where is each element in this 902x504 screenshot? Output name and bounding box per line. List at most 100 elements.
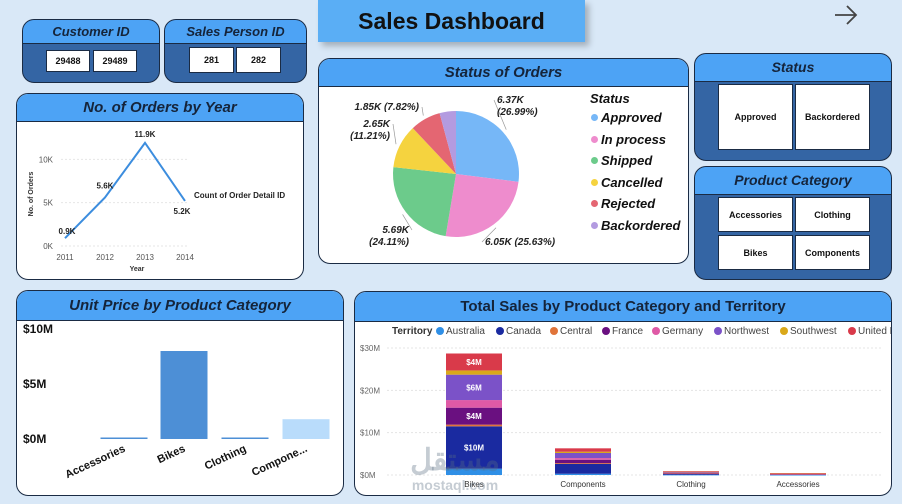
data-label: 5.6K [97,181,114,190]
legend-marker [436,327,444,335]
orders-by-year-title: No. of Orders by Year [17,94,303,122]
stacked-bar-segment [446,353,502,371]
pie-data-label: 5.69K [382,225,409,236]
territory-legend-label: Central [560,326,593,337]
legend-marker [591,200,598,207]
stacked-bar-segment [770,473,826,475]
territory-legend-item[interactable]: Southwest [780,326,837,337]
orders-by-year-chart: 0K 5K 10K 2011 2012 2013 2014 No. of Orders Year… [28,130,285,273]
sales-person-id-option[interactable]: 282 [236,47,281,73]
stacked-bar-segment [555,463,611,474]
stacked-bar-segment [663,471,719,473]
series-label: Count of Order Detail ID [194,191,285,200]
x-tick-label: Accessories [63,443,127,481]
stacked-bar-segment [446,374,502,401]
unit-price-chart: $10M $5M $0M Accessories Bikes Clothing Compo… [23,322,330,481]
y-tick-label: $10M [360,429,380,438]
category-option-accessories[interactable]: Accessories [718,197,793,232]
legend-label[interactable]: Cancelled [601,174,663,190]
status-of-orders-title: Status of Orders [319,59,688,87]
sales-person-id-title: Sales Person ID [165,20,306,44]
territory-legend: Territory Australia Canada Central France Ge… [355,322,891,344]
territory-legend-title: Territory [392,326,433,337]
x-tick-label: 2013 [136,253,154,262]
y-tick-label: $0M [23,432,46,446]
legend-label[interactable]: Approved [601,110,662,125]
x-axis-title: Year [130,266,145,273]
territory-legend-label: United Kingdom [858,326,891,337]
x-tick-label: Accessories [776,480,819,489]
pie-data-label: (26.99%) [497,107,538,118]
data-label: $6M [466,383,482,392]
territory-legend-label: Germany [662,326,704,337]
territory-legend-item[interactable]: France [602,326,643,337]
legend-marker [848,327,856,335]
territory-legend-item[interactable]: Canada [496,326,541,337]
stacked-bar-segment [446,426,502,469]
stacked-bar-segment [663,473,719,474]
stacked-bar-segment [770,473,826,474]
territory-legend-label: Canada [506,326,542,337]
stacked-bar-segment [663,471,719,473]
category-option-clothing[interactable]: Clothing [795,197,870,232]
x-tick-label: Clothing [203,443,249,473]
customer-id-slicer: Customer ID 29488 29489 [22,19,160,83]
legend-marker [714,327,722,335]
legend-marker [591,135,598,143]
leader-line [392,123,397,145]
pie-data-label: 6.05K (25.63%) [485,237,556,248]
bar [282,419,330,439]
total-sales-title: Total Sales by Product Category and Terr… [355,292,891,322]
y-tick-label: 5K [43,199,53,208]
pie-data-label: 2.65K [362,119,390,130]
pie-data-label: (24.11%) [369,237,410,248]
territory-legend-item[interactable]: Australia [436,326,485,337]
y-tick-label: $20M [360,386,380,395]
pie-slice [445,174,519,237]
territory-legend-item[interactable]: Central [550,326,592,337]
territory-legend-item[interactable]: United Kingdom [848,326,891,337]
customer-id-option[interactable]: 29488 [46,50,90,72]
product-category-slicer: Product Category Accessories Clothing Bi… [694,166,892,280]
stacked-bar-segment [555,448,611,452]
stacked-bar-segment [446,407,502,425]
page-title: Sales Dashboard [318,0,585,42]
territory-legend-label: Southwest [790,326,837,337]
data-label: $4M [466,412,482,421]
legend-label[interactable]: Rejected [601,196,656,211]
pie-slice [393,167,456,237]
pie-slice [393,128,456,174]
data-label: $4M [466,358,482,367]
x-tick-label: Bikes [156,443,188,466]
legend-label[interactable]: Backordered [601,217,681,233]
status-slicer-title: Status [695,54,891,82]
next-page-arrow-icon[interactable] [832,2,860,28]
legend-marker [591,114,598,121]
stacked-bar-segment [555,473,611,475]
legend-marker [780,327,788,335]
bar [100,437,148,439]
bar [221,437,269,439]
status-option-approved[interactable]: Approved [718,84,793,150]
pie-data-label: 1.85K (7.82%) [355,102,420,113]
pie-slice [412,113,456,174]
x-tick-label: 2012 [96,253,114,262]
territory-legend-item[interactable]: Northwest [714,326,769,337]
stacked-bar-segment [555,459,611,464]
category-option-components[interactable]: Components [795,235,870,270]
category-option-bikes[interactable]: Bikes [718,235,793,270]
customer-id-option[interactable]: 29489 [93,50,137,72]
sales-person-id-option[interactable]: 281 [189,47,234,73]
status-pie-chart: 6.37K(26.99%) 6.05K (25.63%) 5.69K(24.11%)… [350,95,556,248]
data-label: 5.2K [174,207,191,216]
legend-label[interactable]: In process [601,131,667,147]
legend-marker [550,327,558,335]
pie-data-label: 6.37K [497,95,524,106]
status-option-backordered[interactable]: Backordered [795,84,870,150]
stacked-bar-segment [663,473,719,475]
territory-legend-item[interactable]: Germany [652,326,703,337]
stacked-bar-segment [446,468,502,475]
legend-label[interactable]: Shipped [601,153,653,168]
bar [160,351,208,439]
stacked-bar-segment [555,452,611,459]
